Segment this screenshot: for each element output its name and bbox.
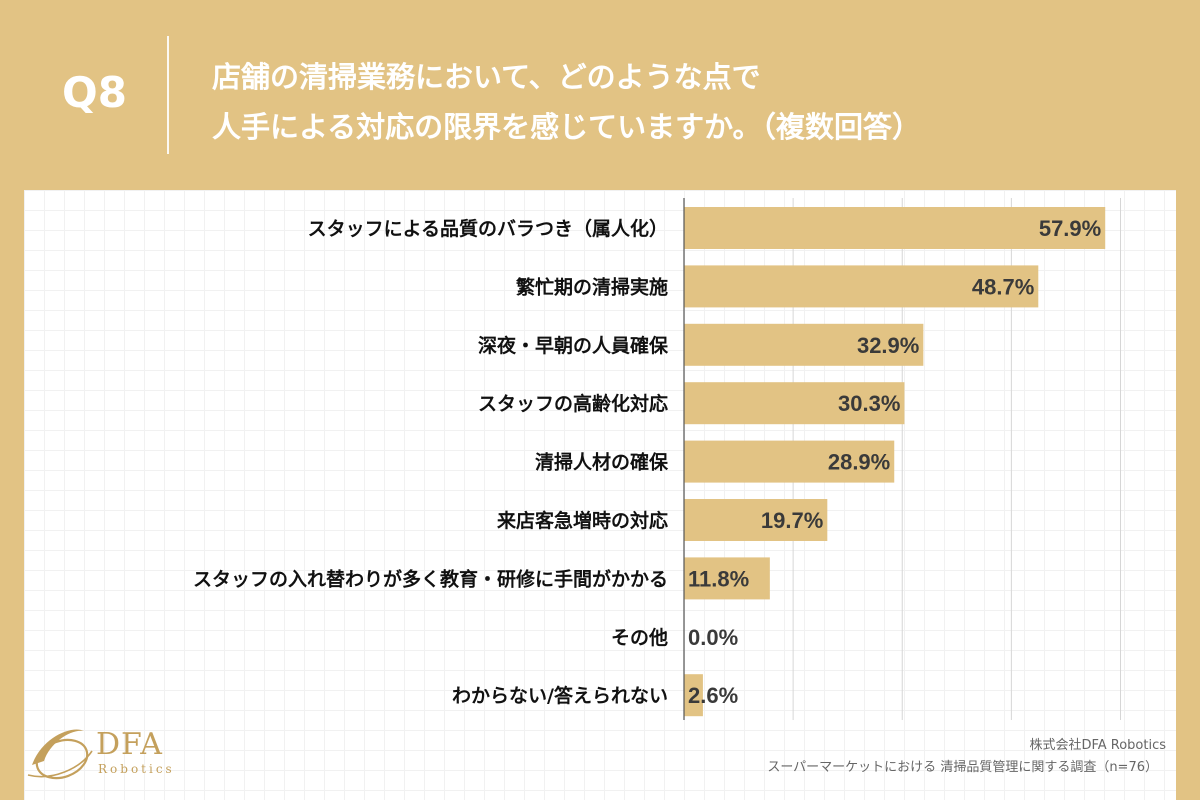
category-label: スタッフの高齢化対応 — [478, 392, 668, 415]
bar — [684, 382, 905, 425]
bar — [684, 265, 1039, 308]
bar — [684, 440, 895, 483]
value-label: 19.7% — [761, 508, 823, 533]
bar — [684, 323, 924, 366]
value-label: 28.9% — [828, 450, 890, 475]
category-label: 清掃人材の確保 — [535, 451, 669, 474]
source-survey: スーパーマーケットにおける 清掃品質管理に関する調査（n=76） — [767, 760, 1158, 775]
category-label: 来店客急増時の対応 — [497, 509, 668, 532]
category-label: 繁忙期の清掃実施 — [516, 275, 668, 298]
value-label: 32.9% — [857, 333, 919, 358]
chart-panel: スタッフによる品質のバラつき（属人化） 57.9% 繁忙期の清掃実施 48.7% 深夜・… — [24, 190, 1176, 800]
bar — [684, 674, 703, 717]
bar — [684, 207, 1106, 249]
category-label: 深夜・早朝の人員確保 — [478, 334, 669, 357]
dfa-logo-icon — [27, 729, 93, 780]
value-label: 2.6% — [688, 683, 738, 708]
bar — [684, 557, 770, 600]
category-label: スタッフの入れ替わりが多く教育・研修に手間がかかる — [193, 567, 668, 590]
source-company: 株式会社DFA Robotics — [1029, 738, 1166, 753]
question-number: Q8 — [62, 68, 127, 117]
category-label: わからない/答えられない — [452, 684, 668, 707]
page-title: 店舗の清掃業務において、どのような点で 人手による対応の限界を感じていますか。（… — [212, 52, 921, 152]
value-label: 30.3% — [838, 391, 900, 416]
value-label: 48.7% — [972, 274, 1034, 299]
bar — [684, 499, 828, 541]
category-label: その他 — [611, 626, 668, 649]
value-label: 11.8% — [688, 566, 749, 591]
value-label: 0.0% — [688, 625, 738, 650]
category-label: スタッフによる品質のバラつき（属人化） — [308, 217, 668, 240]
header: Q8 店舗の清掃業務において、どのような点で 人手による対応の限界を感じています… — [0, 0, 1200, 190]
value-label: 57.9% — [1039, 216, 1101, 241]
logo-subtitle: Robotics — [98, 762, 175, 776]
header-divider — [167, 36, 169, 154]
logo-name: DFA — [96, 727, 163, 762]
bar-chart: スタッフによる品質のバラつき（属人化） 57.9% 繁忙期の清掃実施 48.7% 深夜・… — [193, 198, 1121, 720]
title-line-1: 店舗の清掃業務において、どのような点で — [212, 60, 761, 94]
title-line-2: 人手による対応の限界を感じていますか。（複数回答） — [212, 110, 922, 144]
